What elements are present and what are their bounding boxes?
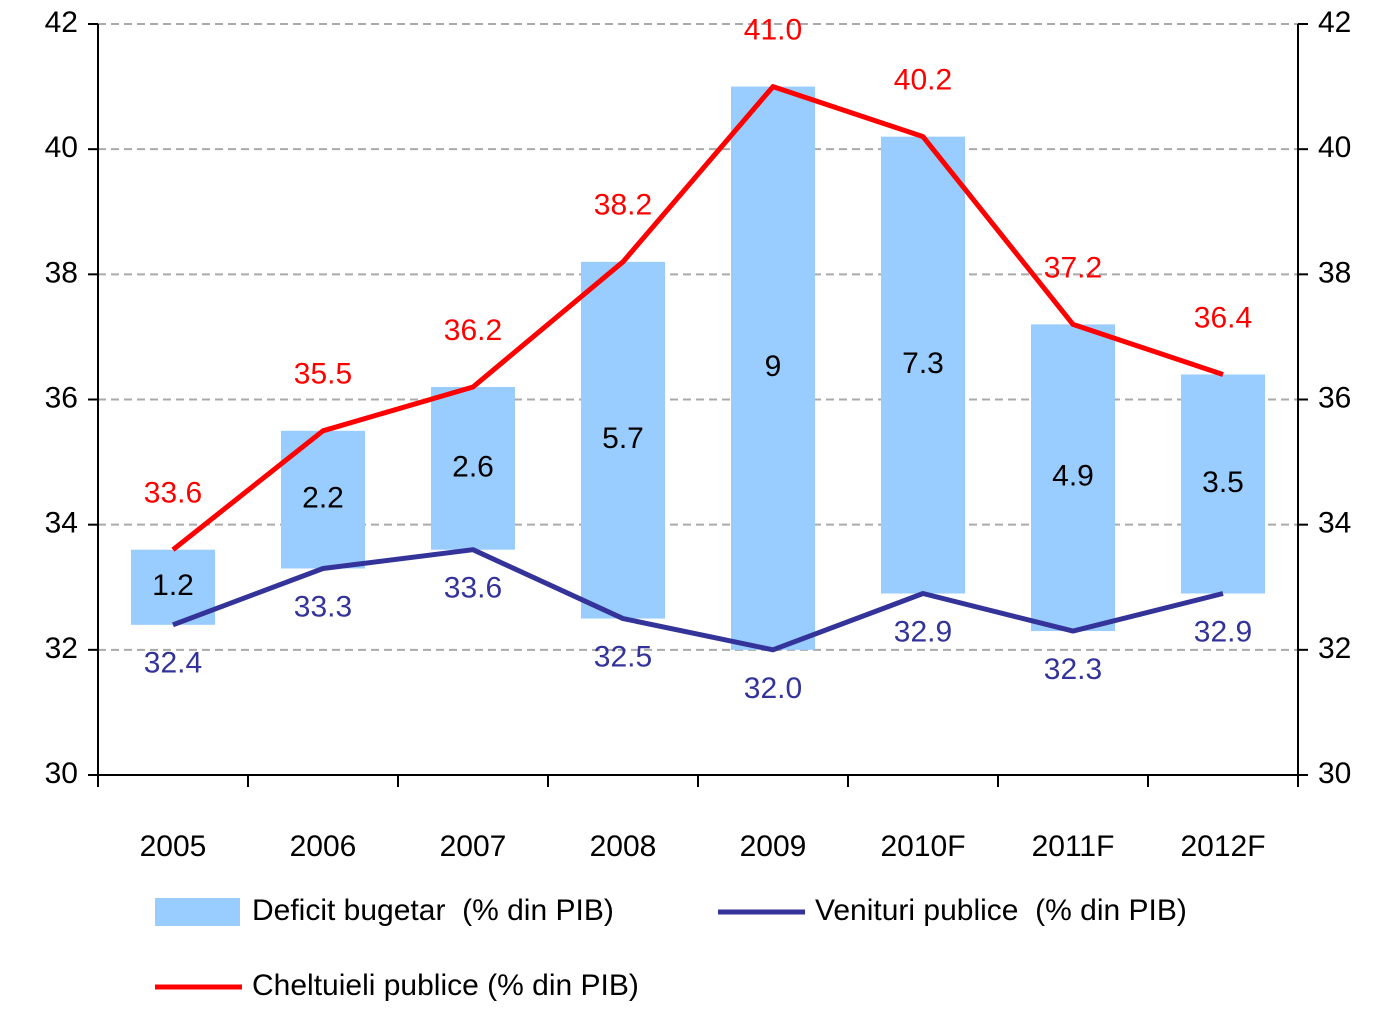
legend-swatch <box>155 898 240 926</box>
line-value-label: 41.0 <box>744 14 802 47</box>
y-tick-label: 30 <box>45 757 78 790</box>
line-value-label: 33.6 <box>144 477 202 510</box>
bar-value-label: 4.9 <box>1052 460 1094 493</box>
line-value-label: 36.4 <box>1194 301 1252 334</box>
bar <box>581 261 665 619</box>
y-tick-label: 42 <box>45 6 78 39</box>
y2-tick-label: 40 <box>1318 131 1351 164</box>
y-tick-label: 38 <box>45 256 78 289</box>
legend-label: Venituri publice (% din PIB) <box>815 894 1187 927</box>
legend-label: Cheltuieli publice (% din PIB) <box>252 969 639 1002</box>
line-value-label: 38.2 <box>594 189 652 222</box>
line-value-label: 35.5 <box>294 358 352 391</box>
line-value-label: 36.2 <box>444 314 502 347</box>
line-value-label: 37.2 <box>1044 251 1102 284</box>
bar-value-label: 9 <box>765 350 782 383</box>
y-tick-label: 40 <box>45 131 78 164</box>
line-value-label: 32.0 <box>744 672 802 705</box>
y-tick-label: 32 <box>45 632 78 665</box>
y2-tick-label: 32 <box>1318 632 1351 665</box>
bar-value-label: 3.5 <box>1202 466 1244 499</box>
x-tick-label: 2007 <box>440 830 507 863</box>
x-tick-label: 2010F <box>880 830 965 863</box>
x-tick-label: 2009 <box>740 830 807 863</box>
line-value-label: 32.9 <box>894 615 952 648</box>
legend-label: Deficit bugetar (% din PIB) <box>252 894 614 927</box>
bar-value-label: 2.6 <box>452 450 494 483</box>
y-tick-label: 34 <box>45 507 78 540</box>
y2-tick-label: 36 <box>1318 381 1351 414</box>
line-value-label: 32.4 <box>144 647 202 680</box>
x-tick-label: 2012F <box>1180 830 1265 863</box>
bar-value-label: 1.2 <box>152 569 194 602</box>
line-series <box>171 84 1224 552</box>
y2-tick-label: 38 <box>1318 256 1351 289</box>
x-tick-label: 2008 <box>590 830 657 863</box>
bar-value-label: 5.7 <box>602 422 644 455</box>
bar-value-label: 7.3 <box>902 347 944 380</box>
line-value-label: 33.6 <box>444 572 502 605</box>
line-value-label: 32.9 <box>1194 615 1252 648</box>
bar-value-label: 2.2 <box>302 482 344 515</box>
line-value-label: 33.3 <box>294 590 352 623</box>
line-series <box>172 547 1224 653</box>
y-tick-label: 36 <box>45 381 78 414</box>
bar <box>431 386 515 550</box>
x-tick-label: 2011F <box>1032 830 1115 863</box>
bar <box>1181 374 1265 594</box>
x-tick-label: 2005 <box>140 830 207 863</box>
line-value-label: 32.3 <box>1044 653 1102 686</box>
y2-tick-label: 30 <box>1318 757 1351 790</box>
bar <box>1031 324 1115 632</box>
x-tick-label: 2006 <box>290 830 357 863</box>
line-value-label: 32.5 <box>594 640 652 673</box>
bar <box>731 86 815 650</box>
y2-tick-label: 34 <box>1318 507 1351 540</box>
y2-tick-label: 42 <box>1318 6 1351 39</box>
bar <box>881 136 965 594</box>
line-value-label: 40.2 <box>894 64 952 97</box>
